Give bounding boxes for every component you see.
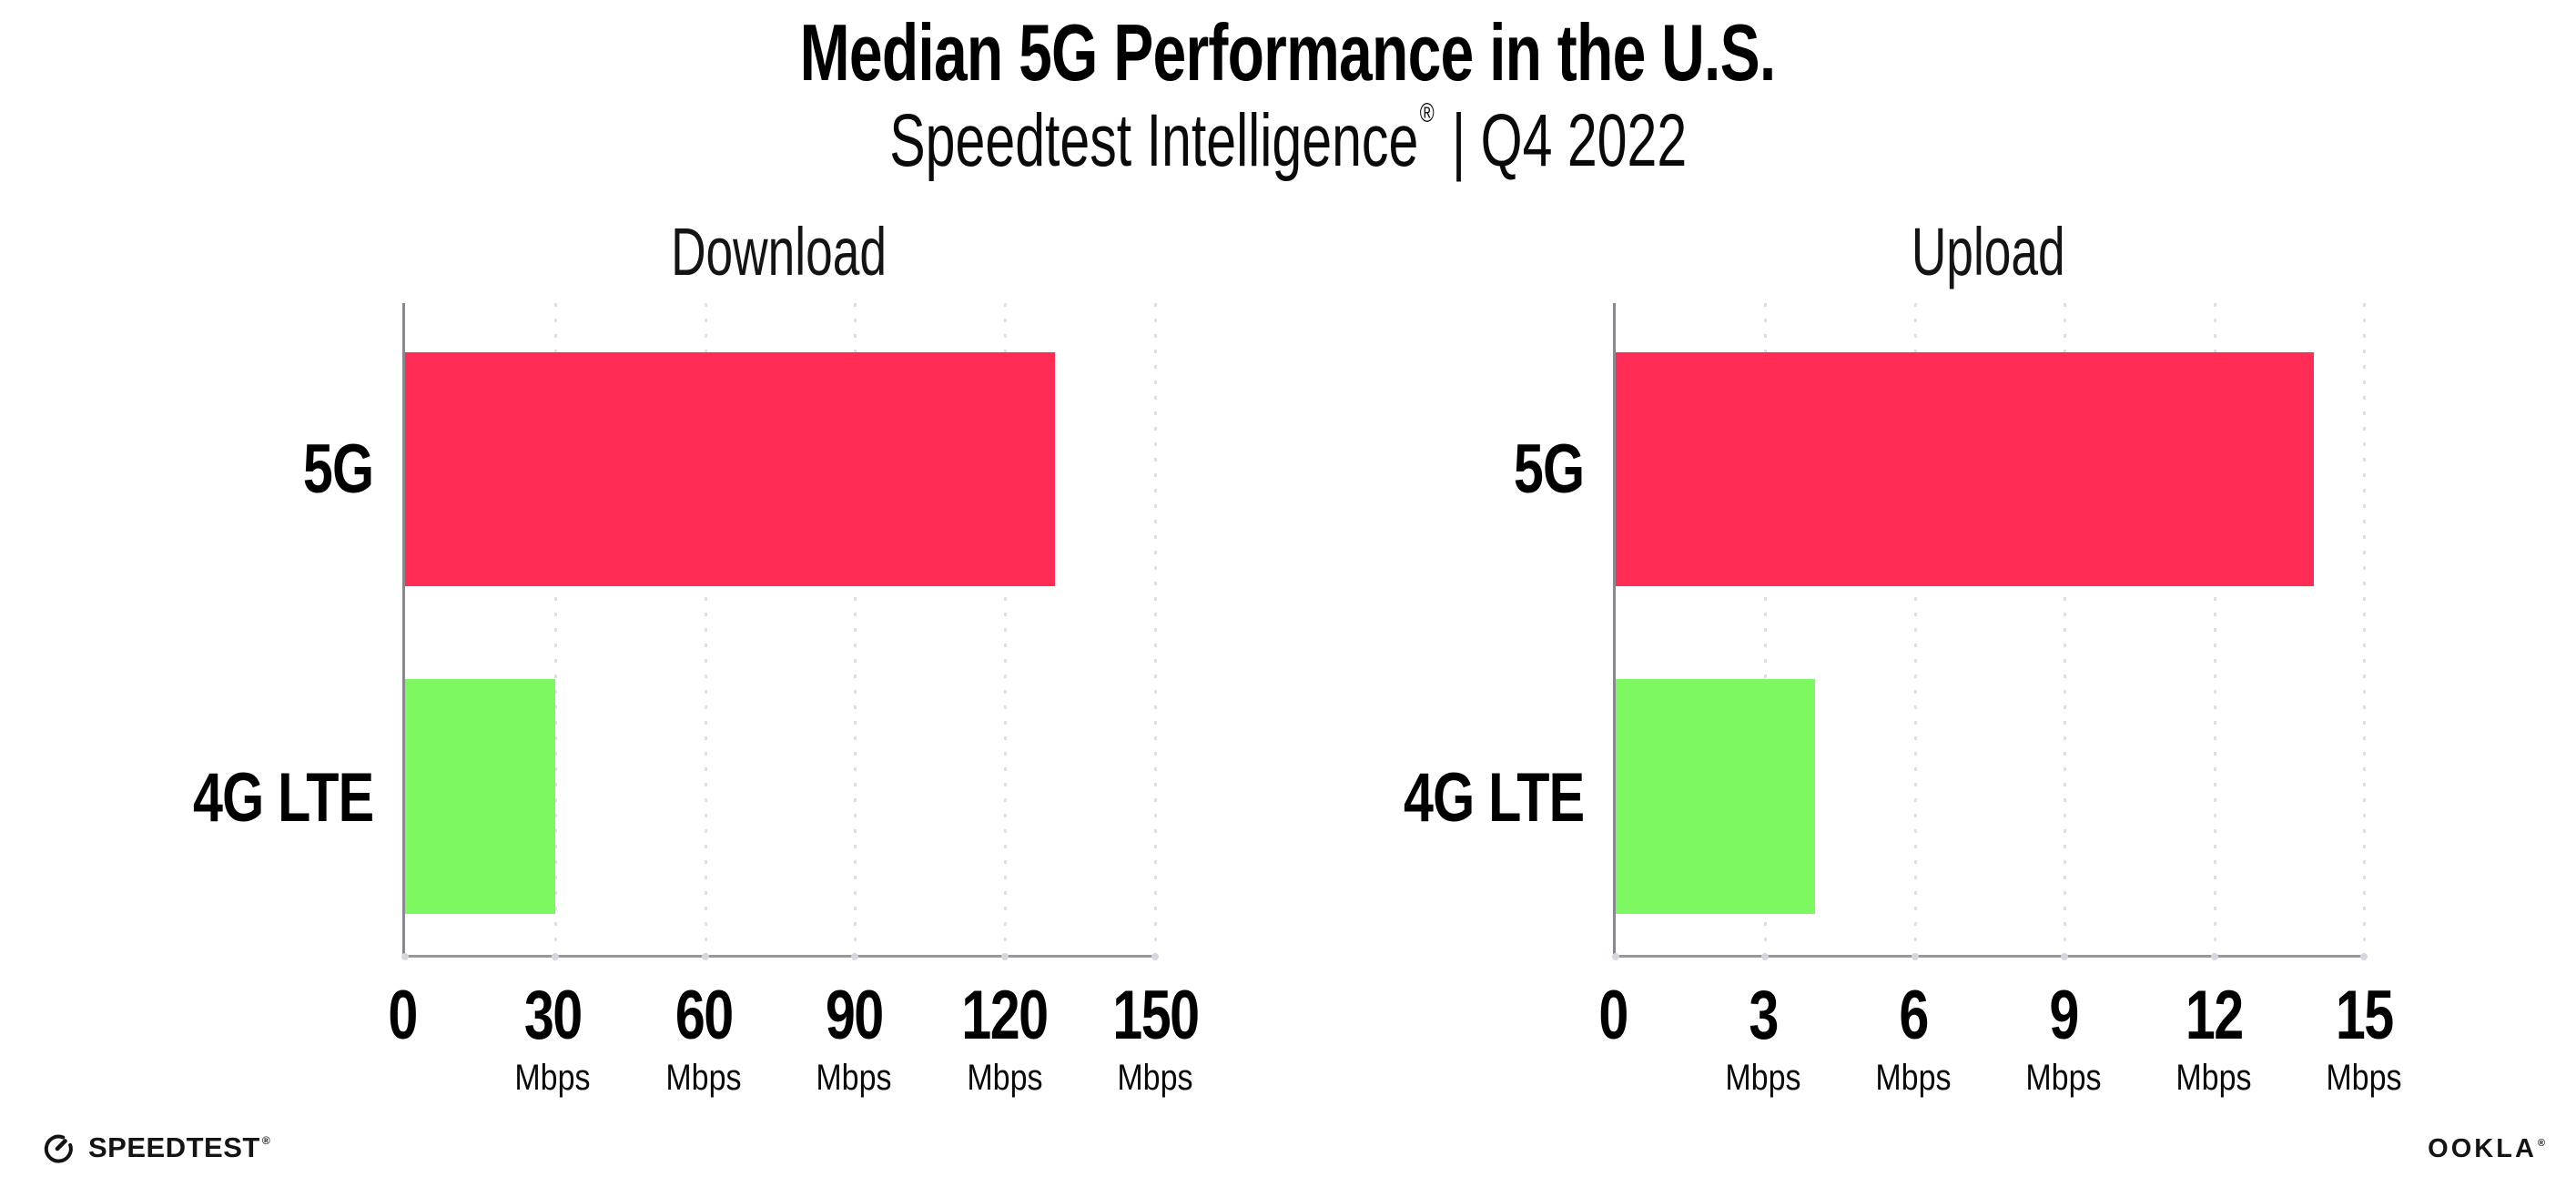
x-tick-unit: Mbps bbox=[1117, 1058, 1193, 1098]
x-tick-value: 12 bbox=[2185, 977, 2244, 1054]
category-label-5g: 5G bbox=[302, 431, 373, 509]
x-tick-value: 3 bbox=[1749, 977, 1779, 1054]
bar-4g-lte bbox=[1616, 679, 1816, 914]
axis-tick-mark bbox=[2061, 953, 2069, 960]
gridline bbox=[1154, 303, 1157, 955]
x-tick-label-60: 60 Mbps bbox=[613, 977, 795, 1098]
registered-mark-icon: ® bbox=[1419, 98, 1435, 128]
category-label-4g-lte: 4G LTE bbox=[192, 759, 374, 837]
x-tick-value: 15 bbox=[2335, 977, 2394, 1054]
speedtest-logo: SPEEDTEST ® bbox=[40, 1129, 270, 1165]
plot-area-upload bbox=[1612, 303, 2368, 960]
x-tick-label-15: 15 Mbps bbox=[2273, 977, 2455, 1098]
x-tick-label-3: 3 Mbps bbox=[1672, 977, 1854, 1098]
axis-tick-mark bbox=[1151, 953, 1159, 960]
axis-tick-mark bbox=[401, 953, 409, 960]
category-label-5g: 5G bbox=[1513, 431, 1584, 509]
page-subtitle: Speedtest Intelligence® | Q4 2022 bbox=[0, 100, 2576, 178]
x-tick-label-12: 12 Mbps bbox=[2123, 977, 2305, 1098]
gridline bbox=[2363, 303, 2366, 955]
x-tick-unit: Mbps bbox=[2175, 1058, 2252, 1098]
ookla-registered-mark-icon: ® bbox=[2537, 1138, 2545, 1149]
page-subtitle-text: Speedtest Intelligence® | Q4 2022 bbox=[889, 100, 1687, 178]
x-tick-value: 30 bbox=[523, 977, 583, 1054]
axis-tick-mark bbox=[2360, 953, 2368, 960]
x-tick-label-0: 0 bbox=[311, 981, 493, 1050]
x-tick-label-150: 150 Mbps bbox=[1064, 977, 1246, 1098]
axis-tick-mark bbox=[551, 953, 559, 960]
category-label-4g-lte: 4G LTE bbox=[1403, 759, 1585, 837]
x-tick-unit: Mbps bbox=[2326, 1058, 2402, 1098]
x-tick-unit: Mbps bbox=[665, 1058, 742, 1098]
plot-area-download bbox=[401, 303, 1159, 960]
speedtest-wordmark: SPEEDTEST ® bbox=[88, 1133, 270, 1161]
ookla-logo: OOKLA® bbox=[2428, 1136, 2545, 1162]
axis-tick-mark bbox=[1911, 953, 1919, 960]
x-tick-value: 0 bbox=[1598, 977, 1628, 1054]
x-tick-label-0: 0 bbox=[1522, 981, 1704, 1050]
x-tick-unit: Mbps bbox=[1875, 1058, 1952, 1098]
x-tick-value: 0 bbox=[388, 977, 418, 1054]
subtitle-brand: Speedtest Intelligence bbox=[889, 99, 1419, 182]
gridline bbox=[1004, 303, 1008, 955]
gridline bbox=[2064, 303, 2067, 955]
axis-tick-mark bbox=[1761, 953, 1770, 960]
bar-4g-lte bbox=[405, 679, 555, 914]
gridline bbox=[2213, 303, 2216, 955]
x-tick-value: 150 bbox=[1111, 977, 1200, 1054]
bar-5g bbox=[1616, 351, 2315, 587]
x-tick-label-9: 9 Mbps bbox=[1973, 977, 2155, 1098]
x-tick-label-90: 90 Mbps bbox=[763, 977, 945, 1098]
x-tick-value: 9 bbox=[2049, 977, 2079, 1054]
speedtest-gauge-icon bbox=[44, 1134, 73, 1163]
x-tick-unit: Mbps bbox=[2025, 1058, 2102, 1098]
axis-tick-mark bbox=[1001, 953, 1009, 960]
x-tick-unit: Mbps bbox=[967, 1058, 1043, 1098]
axis-tick-mark bbox=[1612, 953, 1619, 960]
x-tick-value: 6 bbox=[1899, 977, 1929, 1054]
gridline bbox=[704, 303, 707, 955]
bar-5g bbox=[405, 351, 1056, 587]
x-tick-value: 60 bbox=[674, 977, 733, 1054]
x-tick-label-6: 6 Mbps bbox=[1822, 977, 2004, 1098]
axis-tick-mark bbox=[701, 953, 709, 960]
x-tick-value: 90 bbox=[825, 977, 884, 1054]
chart-title-upload: Upload bbox=[1613, 218, 2364, 286]
x-tick-unit: Mbps bbox=[514, 1058, 591, 1098]
page-title-text: Median 5G Performance in the U.S. bbox=[800, 7, 1777, 97]
x-tick-unit: Mbps bbox=[1725, 1058, 1801, 1098]
chart-title-download: Download bbox=[402, 218, 1155, 286]
x-tick-label-30: 30 Mbps bbox=[461, 977, 644, 1098]
chart-title-download-text: Download bbox=[671, 214, 887, 289]
subtitle-period: | Q4 2022 bbox=[1436, 99, 1687, 182]
gridline bbox=[553, 303, 557, 955]
page-title: Median 5G Performance in the U.S. bbox=[0, 13, 2576, 93]
axis-tick-mark bbox=[2210, 953, 2218, 960]
x-tick-unit: Mbps bbox=[816, 1058, 892, 1098]
speedtest-registered-mark-icon: ® bbox=[261, 1133, 271, 1147]
x-tick-label-120: 120 Mbps bbox=[914, 977, 1096, 1098]
gridline bbox=[854, 303, 857, 955]
gridline bbox=[1764, 303, 1768, 955]
x-tick-value: 120 bbox=[961, 977, 1049, 1054]
gridline bbox=[1913, 303, 1917, 955]
speedtest-wordmark-text: SPEEDTEST bbox=[88, 1131, 260, 1163]
chart-title-upload-text: Upload bbox=[1912, 214, 2065, 289]
ookla-wordmark-text: OOKLA bbox=[2428, 1134, 2537, 1163]
axis-tick-mark bbox=[851, 953, 859, 960]
